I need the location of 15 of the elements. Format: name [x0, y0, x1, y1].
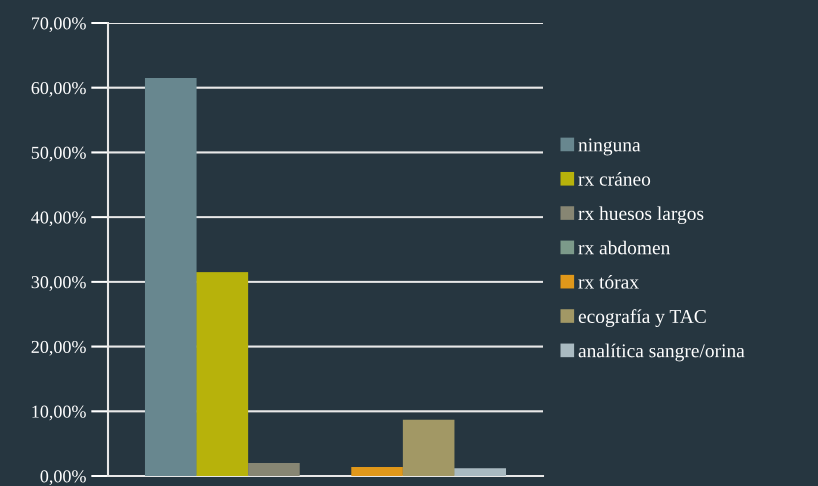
legend-label: rx tórax — [578, 274, 639, 289]
legend-label: rx huesos largos — [578, 206, 704, 224]
y-tick-label: 30,00% — [32, 276, 86, 291]
y-tick-label: 0,00% — [40, 470, 86, 486]
y-tick-label: 70,00% — [32, 17, 86, 32]
y-tick-label: 50,00% — [32, 146, 86, 162]
legend-label: rx cráneo — [578, 172, 650, 186]
y-tick-label: 60,00% — [32, 82, 86, 97]
y-tick-label: 40,00% — [31, 211, 86, 226]
legend-label: analítica sangre/orina — [578, 344, 745, 362]
legend-label: ecografía y TAC — [578, 309, 706, 328]
y-tick-label: 20,00% — [32, 340, 86, 356]
y-tick-label: 10,00% — [32, 406, 86, 420]
legend-label: ninguna — [578, 138, 640, 156]
legend-label: rx abdomen — [578, 240, 670, 254]
